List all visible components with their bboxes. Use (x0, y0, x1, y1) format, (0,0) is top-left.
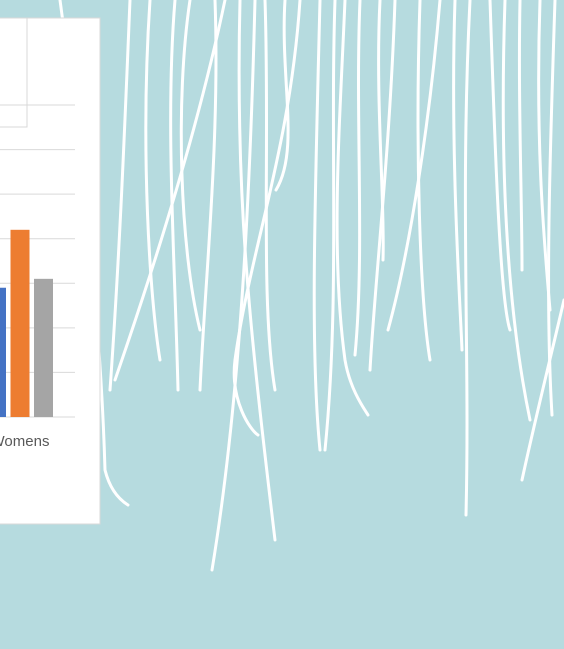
background-lines (58, 0, 564, 572)
bar (0, 287, 6, 417)
legend-box (0, 17, 28, 128)
bar (34, 278, 53, 417)
plot-area: Womens (0, 104, 75, 450)
x-tick-label: Womens (0, 433, 49, 450)
bar (10, 229, 30, 417)
